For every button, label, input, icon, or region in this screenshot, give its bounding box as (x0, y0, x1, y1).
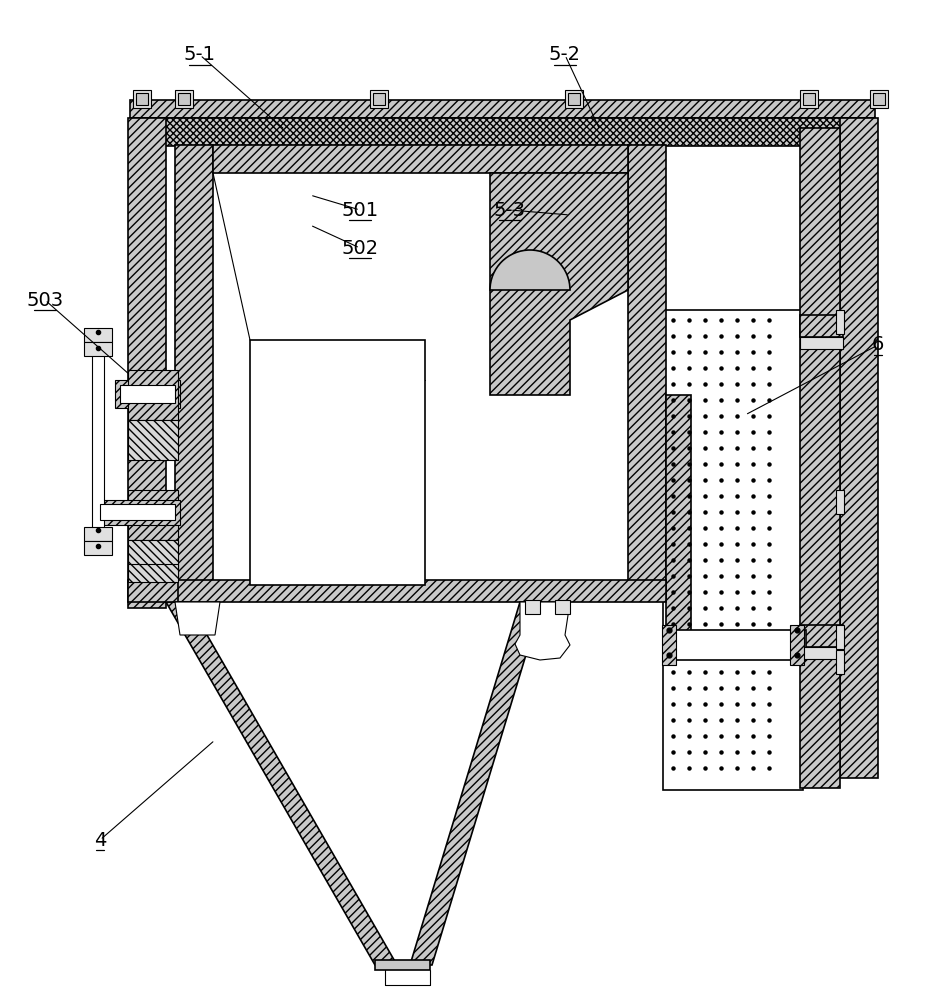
Bar (663, 310, 803, 790)
Text: 4: 4 (94, 830, 106, 850)
Bar (873, 93, 885, 105)
Bar (84, 328, 112, 342)
Bar (120, 385, 175, 403)
Polygon shape (175, 602, 220, 635)
Bar (803, 93, 815, 105)
Bar (870, 90, 888, 108)
Polygon shape (166, 602, 397, 965)
Text: 5-1: 5-1 (184, 45, 216, 64)
Bar (565, 90, 583, 108)
Bar (373, 93, 385, 105)
Bar (800, 625, 843, 647)
Bar (525, 600, 540, 614)
Bar (800, 337, 843, 349)
Bar (128, 370, 178, 420)
Bar (128, 118, 166, 608)
Bar (133, 90, 151, 108)
Bar (250, 340, 425, 585)
Bar (175, 90, 193, 108)
Text: 503: 503 (26, 290, 64, 310)
Bar (115, 380, 180, 408)
Text: 501: 501 (342, 200, 378, 220)
Bar (136, 93, 148, 105)
Bar (662, 625, 676, 665)
Bar (166, 580, 666, 602)
Bar (790, 625, 804, 665)
Bar (128, 420, 178, 460)
Bar (128, 564, 178, 582)
Polygon shape (515, 602, 570, 660)
Bar (130, 118, 875, 146)
Bar (370, 90, 388, 108)
Bar (175, 145, 213, 595)
Text: 5-3: 5-3 (494, 200, 526, 220)
Bar (84, 342, 112, 356)
Bar (836, 310, 844, 334)
Bar (568, 93, 580, 105)
Bar (628, 145, 666, 595)
Bar (213, 145, 628, 173)
Bar (800, 315, 843, 337)
Bar (84, 527, 112, 541)
Bar (800, 647, 843, 659)
Bar (130, 100, 875, 118)
Bar (555, 600, 570, 614)
Bar (178, 93, 190, 105)
Bar (128, 580, 178, 602)
Bar (375, 960, 430, 970)
Text: 5-2: 5-2 (549, 45, 581, 64)
Text: 6: 6 (871, 336, 885, 355)
Bar (836, 625, 844, 649)
Bar (836, 650, 844, 674)
Wedge shape (490, 250, 570, 290)
Bar (100, 504, 175, 520)
Text: 502: 502 (342, 238, 378, 257)
Polygon shape (490, 173, 628, 395)
Bar (666, 630, 806, 660)
Bar (92, 330, 104, 550)
Bar (128, 490, 178, 540)
Bar (666, 395, 691, 635)
Bar (213, 173, 628, 593)
Bar (128, 540, 178, 582)
Bar (800, 90, 818, 108)
Bar (800, 128, 840, 788)
Bar (95, 500, 180, 525)
Bar (836, 490, 844, 514)
Polygon shape (410, 602, 542, 965)
Bar (84, 541, 112, 555)
Bar (840, 118, 878, 778)
